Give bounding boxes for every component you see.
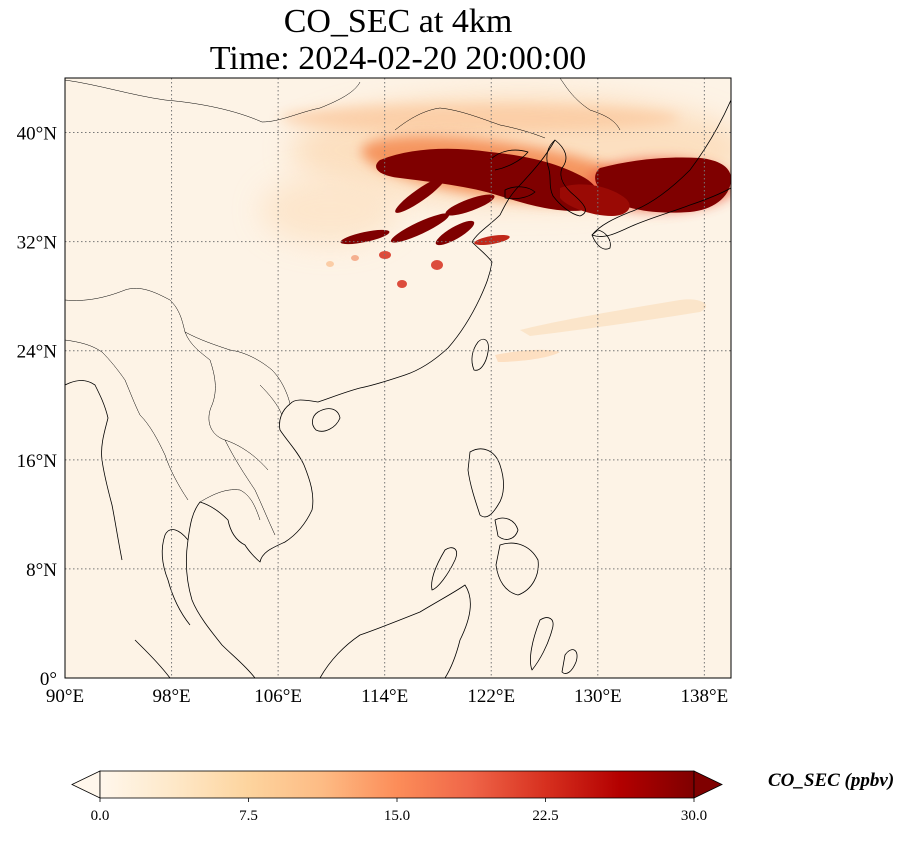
colorbar-ticks: 0.0 7.5 15.0 22.5 30.0 [91,798,707,824]
longitude-tick-label: 106°E [254,686,302,707]
plume-speck [397,280,407,288]
border [259,384,283,416]
country-borders [65,78,621,536]
coastline-halmahera [561,649,578,674]
plume-trail-pacific [520,299,707,336]
border [65,339,141,416]
coastline-luzon [467,448,504,518]
plume-streak [395,177,445,213]
colorbar-tick-label: 30.0 [681,808,707,824]
plume-streak [435,220,475,246]
coastline-hainan [312,408,341,432]
coastline-china-east [289,139,556,405]
plume-streak [474,234,510,246]
coastline-bay-of-bengal [65,380,123,561]
colorbar-extend-min [71,770,101,799]
colorbar-tick-label: 22.5 [532,808,558,824]
coastline-indochina [185,403,314,678]
border [65,79,361,123]
longitude-tick-label: 122°E [467,686,515,707]
colorbar-label: CO_SEC (ppbv) [768,770,895,791]
coastline-borneo [319,584,471,678]
longitude-tick-label: 90°E [46,686,84,707]
border [184,331,291,405]
colorbar-body [99,770,695,799]
coastline-palawan [431,547,457,591]
coastline-shandong [504,186,536,200]
border [208,359,269,471]
plume-core-japan-sea [560,184,630,216]
coastline-korea [546,139,586,217]
plume-streaks [340,177,510,246]
latitude-tick-label: 8°N [26,560,57,581]
coastline-mindanao [495,542,539,596]
plume-haze-west [260,175,400,245]
map-title-line2: Time: 2024-02-20 20:00:00 [209,40,587,77]
latitude-tick-label: 24°N [17,342,58,363]
longitude-tick-label: 98°E [152,686,190,707]
colorbar-extend-max [693,770,723,799]
map-frame [64,77,732,679]
latitude-tick-labels: 0° 8°N 16°N 24°N 32°N 40°N [17,124,58,690]
coastline-sulawesi [530,617,554,671]
concentration-field [65,78,731,678]
latitude-tick-label: 32°N [17,233,58,254]
latitude-tick-label: 16°N [17,451,58,472]
border [199,489,261,521]
colorbar-tick-label: 0.0 [91,808,110,824]
longitude-tick-label: 138°E [681,686,729,707]
coastline-visayas [494,517,519,540]
coastline-sumatra [134,639,171,678]
longitude-tick-label: 130°E [574,686,622,707]
plume-streak [340,229,390,245]
plume-speck [431,260,443,270]
plume-streak [390,213,450,243]
plume-speck [326,261,334,267]
colorbar-tick-label: 7.5 [239,808,258,824]
border [224,439,276,536]
coastline-kyushu [591,229,611,250]
plume-core-main [376,148,599,211]
border [139,414,189,501]
border [559,78,621,131]
longitude-tick-labels: 90°E 98°E 106°E 114°E 122°E 130°E 138°E [46,686,728,707]
longitude-tick-label: 114°E [361,686,408,707]
map-gridlines [65,78,731,678]
colorbar-tick-label: 15.0 [384,808,410,824]
plume-core-east [595,157,731,213]
coastline-taiwan [471,338,489,371]
colorbar: 0.0 7.5 15.0 22.5 30.0 [71,770,723,824]
map-title-line1: CO_SEC at 4km [283,3,513,40]
coastlines [65,99,731,678]
border [65,288,211,361]
coastline-malay-peninsula [161,529,191,626]
plume-streak [445,194,495,216]
border [394,107,546,139]
coastline-bohai [489,149,529,171]
plume-trail-south [495,349,560,362]
latitude-tick-label: 0° [40,669,57,690]
plume-speck [351,255,359,261]
latitude-tick-label: 40°N [17,124,58,145]
